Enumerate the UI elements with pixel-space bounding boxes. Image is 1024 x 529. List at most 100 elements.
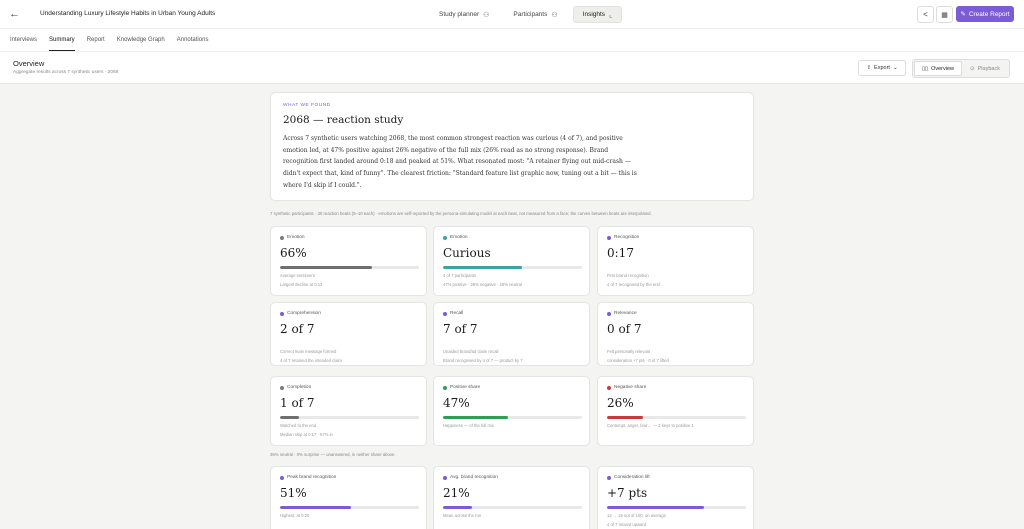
metric-value: +7 pts (607, 486, 648, 500)
metric-label: Consideration lift (607, 475, 650, 480)
metric-detail-1: Unaided brand/ad claim recall (443, 349, 499, 354)
metric-card: Negative share 26% Contempt, anger, fear… … (597, 376, 754, 446)
metric-label-text: Avg. brand recognition (450, 475, 498, 480)
metric-bar-fill (280, 506, 351, 509)
view-toggle: ▯▯ Overview ⊙ Playback (912, 59, 1010, 78)
metric-detail-1: Felt personally relevant (607, 349, 651, 354)
top-bar: ← Understanding Luxury Lifestyle Habits … (0, 0, 1024, 29)
metric-bar-track (280, 506, 419, 509)
metric-detail-2: 4 of 7 recognised by the end (607, 282, 660, 287)
metric-card: Recognition 0:17 First brand recognition 4 … (597, 226, 754, 296)
metric-dot (443, 475, 447, 480)
play-icon: ⊙ (970, 65, 975, 72)
nav-participants[interactable]: Participants ⚇ (504, 6, 566, 23)
metric-dot (607, 235, 611, 240)
metric-bar-track (443, 416, 582, 419)
metric-value: 26% (607, 396, 634, 410)
toggle-overview[interactable]: ▯▯ Overview (914, 61, 962, 76)
tab-report[interactable]: Report (86, 37, 105, 43)
metric-label-text: Relevance (614, 311, 637, 316)
metric-dot (607, 385, 611, 390)
metric-bar-track (443, 266, 582, 269)
metric-label: Peak brand recognition (280, 475, 336, 480)
metric-dot (280, 235, 284, 240)
create-report-label: Create Report (968, 10, 1010, 18)
back-arrow-icon[interactable]: ← (9, 8, 20, 20)
study-title: Understanding Luxury Lifestyle Habits in… (40, 10, 216, 17)
metric-bar-track (443, 506, 582, 509)
pencil-icon: ✎ (960, 11, 966, 18)
metric-dot (607, 311, 611, 316)
metric-value: 1 of 7 (280, 396, 315, 410)
metric-detail-1: Watched to the end (280, 423, 317, 428)
metric-detail-1: Mean across the run (443, 513, 482, 518)
findings-card: WHAT WE FOUND 2068 — reaction study Acro… (270, 92, 754, 201)
metric-label-text: Completion (287, 385, 312, 390)
metric-dot (280, 311, 284, 316)
metric-detail-1: Contempt, anger, fear… — 2 keys to posit… (607, 423, 694, 428)
metric-label: Emotion (443, 235, 468, 240)
tab-knowledge-graph[interactable]: Knowledge Graph (116, 37, 165, 43)
metric-dot (607, 475, 611, 480)
overview-bar: Overview Aggregate results across 7 synt… (0, 51, 1024, 84)
metric-label-text: Consideration lift (614, 475, 650, 480)
toggle-playback[interactable]: ⊙ Playback (962, 61, 1008, 76)
metric-detail-2: Brand recognised by 4 of 7 — product by … (443, 358, 523, 363)
create-report-button[interactable]: ✎ Create Report (956, 6, 1014, 22)
metric-bar-fill (443, 266, 523, 269)
metric-label: Comprehension (280, 311, 321, 316)
findings-title: 2068 — reaction study (283, 114, 404, 126)
metric-card: Recall 7 of 7 Unaided brand/ad claim recal… (433, 302, 590, 366)
calendar-icon: ▦ (941, 11, 948, 19)
metric-value: 0:17 (607, 246, 634, 260)
metric-card: Positive share 47% Happiness — of the full… (433, 376, 590, 446)
toggle-playback-label: Playback (977, 65, 1000, 72)
calendar-button[interactable]: ▦ (936, 6, 953, 23)
metric-dot (280, 385, 284, 390)
metric-detail-1: 4 of 7 participants (443, 273, 477, 278)
overview-subtitle: Aggregate results across 7 synthetic use… (13, 70, 119, 75)
metric-detail-1: First brand recognition (607, 273, 649, 278)
chevron-down-icon: ⌄ (892, 65, 898, 71)
metric-label: Recall (443, 311, 463, 316)
metric-bar-fill (443, 416, 509, 419)
metric-label-text: Peak brand recognition (287, 475, 337, 480)
metric-card: Avg. brand recognition 21% Mean across the… (433, 466, 590, 529)
metric-dot (443, 311, 447, 316)
columns-icon: ▯▯ (922, 65, 929, 72)
metric-label-text: Recall (450, 311, 464, 316)
metric-bar-track (607, 416, 746, 419)
nav-insights[interactable]: Insights ⌞ (572, 6, 623, 23)
metric-detail-1: Average sentiment (280, 273, 315, 278)
metric-detail-1: Highest, at 0:20 (280, 513, 310, 518)
metric-bar-track (607, 506, 746, 509)
nav-insights-label: Insights (582, 11, 606, 18)
section-tabs: Interviews Summary Report Knowledge Grap… (0, 29, 1024, 51)
tab-interviews[interactable]: Interviews (10, 37, 38, 43)
metric-value: 0 of 7 (607, 322, 642, 336)
metric-card: Consideration lift +7 pts 12 → 19 out of 1… (597, 466, 754, 529)
metric-label: Recognition (607, 235, 639, 240)
nav-participants-label: Participants (513, 11, 548, 18)
metric-value: 66% (280, 246, 307, 260)
metric-card: Emotion Curious 4 of 7 participants 47% pos… (433, 226, 590, 296)
flow-icon: ⚇ (483, 11, 490, 19)
metric-label: Emotion (280, 235, 305, 240)
tab-annotations[interactable]: Annotations (176, 37, 209, 43)
metric-card: Emotion 66% Average sentiment Largest decli… (270, 226, 427, 296)
metric-value: 7 of 7 (443, 322, 478, 336)
metric-label-text: Comprehension (287, 311, 321, 316)
metric-bar-fill (607, 506, 705, 509)
metric-label-text: Positive share (450, 385, 481, 390)
share-icon: < (923, 10, 928, 19)
overview-title: Overview (13, 59, 45, 68)
neutral-note: 26% neutral · 0% surprise — unanswered, … (270, 452, 396, 457)
metric-value: Curious (443, 246, 491, 260)
share-button[interactable]: < (917, 6, 934, 23)
nav-study-planner[interactable]: Study planner ⚇ (430, 6, 498, 23)
metric-bar-fill (280, 416, 300, 419)
export-button[interactable]: ⇪ Export ⌄ (858, 60, 906, 76)
metric-dot (443, 235, 447, 240)
metric-bar-track (280, 266, 419, 269)
tab-summary[interactable]: Summary (49, 29, 75, 51)
